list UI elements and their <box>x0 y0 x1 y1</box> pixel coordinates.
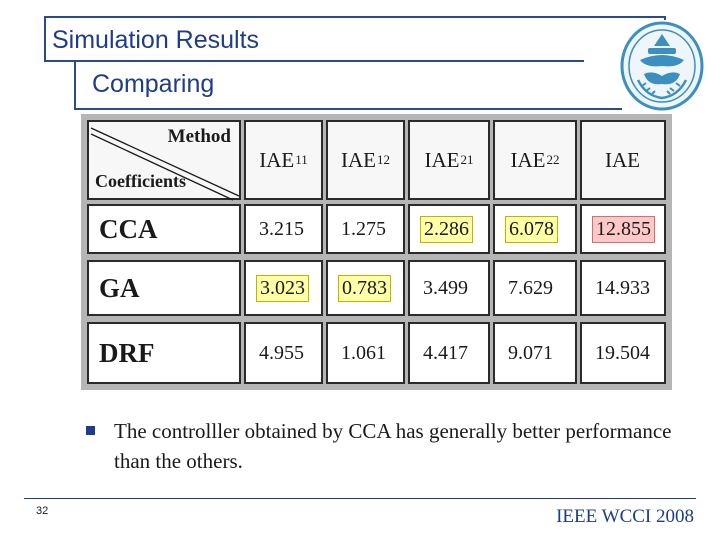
column-header-label: IAE <box>424 147 460 172</box>
conference-label: IEEE WCCI 2008 <box>556 506 694 527</box>
header-line-inner-left <box>74 62 76 110</box>
table-cell: 19.504 <box>580 322 666 384</box>
table-cell: 7.629 <box>493 260 577 316</box>
header-line-mid <box>44 60 584 62</box>
cell-value: 12.855 <box>592 215 655 243</box>
header-line-bottom <box>74 108 622 110</box>
cell-value: 9.071 <box>508 341 553 364</box>
column-header-label: IAE <box>510 147 546 172</box>
table-corner-cell: Method Coefficients <box>87 120 241 201</box>
cell-value: 19.504 <box>595 341 650 364</box>
cell-value: 3.499 <box>423 276 468 299</box>
cell-value: 0.783 <box>338 274 391 302</box>
header-line-left <box>44 16 46 62</box>
corner-label-method: Method <box>167 126 231 147</box>
table-cell-highlighted: 0.783 <box>326 260 405 316</box>
column-header-iae12: IAE 12 <box>326 120 405 200</box>
cell-value: 14.933 <box>595 276 650 299</box>
bullet-point: The controlller obtained by CCA has gene… <box>86 416 686 476</box>
corner-diagonal-lines <box>90 127 240 201</box>
bullet-square-icon <box>86 426 95 435</box>
cell-value: 3.215 <box>259 217 304 240</box>
column-header-subscript: 12 <box>377 152 390 167</box>
table-cell: 1.275 <box>326 204 405 254</box>
column-header-iae21: IAE 21 <box>408 120 490 200</box>
table-cell: 3.499 <box>408 260 490 316</box>
column-header-iae11: IAE 11 <box>244 120 323 200</box>
column-header-label: IAE <box>259 147 295 172</box>
column-header-label: IAE <box>605 147 640 172</box>
university-seal-icon <box>620 21 704 111</box>
table-cell-highlighted: 6.078 <box>493 204 577 254</box>
slide-title: Simulation Results <box>52 26 260 54</box>
page-number: 32 <box>36 505 49 517</box>
cell-value: 1.061 <box>341 341 386 364</box>
cell-value: 3.023 <box>256 274 309 302</box>
cell-value: 2.286 <box>420 215 473 243</box>
results-table: Method Coefficients IAE 11 IAE 12 IAE 21 IA… <box>81 114 672 390</box>
column-header-iae: IAE <box>580 120 666 200</box>
table-cell-highlighted: 2.286 <box>408 204 490 254</box>
row-method-cca: CCA <box>87 204 241 254</box>
table-cell-highlighted: 3.023 <box>244 260 323 316</box>
slide-subtitle: Comparing <box>92 70 215 98</box>
footer-divider <box>24 498 696 499</box>
row-method-drf: DRF <box>87 322 241 384</box>
table-cell: 14.933 <box>580 260 666 316</box>
column-header-label: IAE <box>341 147 376 172</box>
table-cell: 4.955 <box>244 322 323 384</box>
table-cell: 4.417 <box>408 322 490 384</box>
column-header-subscript: 21 <box>460 152 474 167</box>
header-line-top <box>44 16 666 18</box>
cell-value: 6.078 <box>505 215 558 243</box>
cell-value: 4.955 <box>259 341 304 364</box>
cell-value: 7.629 <box>508 276 553 299</box>
column-header-subscript: 22 <box>546 152 560 167</box>
cell-value: 1.275 <box>341 217 386 240</box>
cell-value: 4.417 <box>423 341 468 364</box>
table-cell: 3.215 <box>244 204 323 254</box>
header-line-right <box>664 16 666 20</box>
row-method-ga: GA <box>87 260 241 316</box>
corner-label-coefficients: Coefficients <box>95 171 186 191</box>
table-cell-highlighted: 12.855 <box>580 204 666 254</box>
column-header-subscript: 11 <box>295 152 308 167</box>
column-header-iae22: IAE 22 <box>493 120 577 200</box>
bullet-text: The controlller obtained by CCA has gene… <box>114 419 672 473</box>
table-cell: 9.071 <box>493 322 577 384</box>
table-cell: 1.061 <box>326 322 405 384</box>
